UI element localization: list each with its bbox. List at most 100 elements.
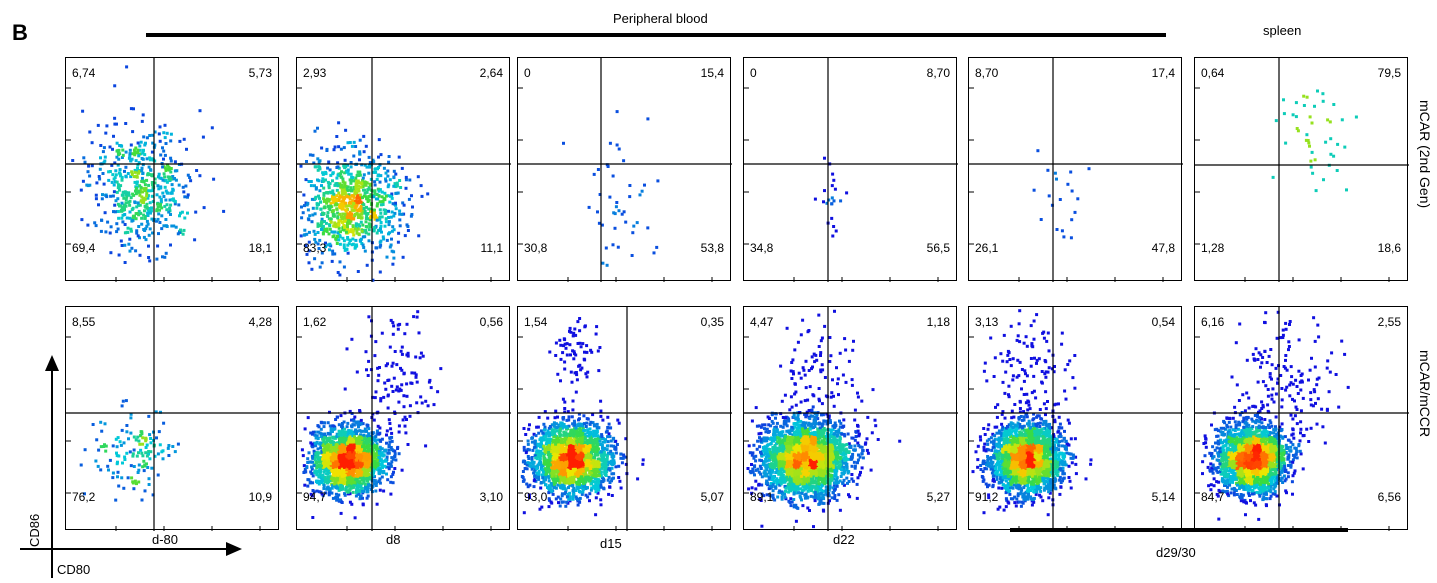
data-point [163, 185, 167, 189]
data-point [373, 189, 377, 193]
quadrant-value-top-left: 2,93 [303, 66, 327, 80]
data-point [337, 481, 341, 485]
data-point [337, 196, 341, 200]
data-point [308, 214, 312, 218]
scatter-points [562, 110, 660, 267]
data-point [135, 454, 139, 458]
data-point [313, 212, 317, 216]
data-point [386, 174, 390, 178]
data-point [369, 447, 373, 451]
data-point [406, 225, 410, 228]
data-point [177, 183, 181, 187]
data-point [351, 217, 355, 221]
data-point [364, 350, 368, 354]
data-point [616, 245, 620, 249]
data-point [389, 475, 393, 479]
data-point [360, 436, 364, 440]
data-point [114, 498, 118, 502]
data-point [164, 218, 168, 221]
data-point [348, 435, 352, 439]
data-point [362, 443, 366, 447]
data-point [337, 121, 341, 125]
data-point [324, 491, 328, 495]
quadrant-value-top-left: 8,70 [975, 66, 999, 80]
data-point [327, 453, 331, 457]
data-point [323, 480, 327, 484]
data-point [360, 181, 363, 185]
data-point [340, 464, 344, 468]
data-point [313, 129, 317, 133]
data-point [379, 153, 383, 157]
data-point [347, 463, 351, 467]
data-point [334, 202, 338, 206]
data-point [346, 451, 350, 455]
data-point [393, 350, 397, 353]
data-point [352, 140, 356, 144]
data-point [145, 191, 149, 195]
data-point [367, 198, 371, 202]
data-point [119, 184, 123, 188]
data-point [607, 492, 611, 496]
data-point [362, 188, 365, 192]
data-point [389, 215, 393, 219]
data-point [127, 242, 131, 246]
data-point [1313, 104, 1316, 108]
data-point [105, 195, 109, 199]
data-point [339, 483, 343, 487]
data-point [350, 425, 354, 429]
data-point [300, 205, 303, 209]
data-point [132, 448, 136, 452]
data-point [91, 423, 95, 426]
data-point [321, 461, 325, 465]
data-point [368, 194, 371, 198]
data-point [378, 488, 382, 492]
data-point [335, 434, 339, 438]
data-point [348, 451, 352, 455]
data-point [307, 180, 311, 183]
data-point [350, 459, 354, 463]
data-point [315, 489, 319, 493]
data-point [351, 438, 355, 441]
data-point [332, 482, 336, 486]
data-point [552, 422, 556, 426]
data-point [390, 456, 394, 460]
scatter-svg [969, 58, 1183, 282]
data-point [101, 193, 104, 197]
data-point [389, 243, 393, 247]
data-point [353, 191, 357, 195]
data-point [349, 443, 353, 447]
data-point [158, 195, 162, 199]
data-point [359, 220, 363, 224]
data-point [117, 454, 121, 458]
quadrant-value-bottom-right: 47,8 [1151, 241, 1175, 255]
data-point [646, 226, 650, 230]
data-point [638, 193, 642, 197]
data-point [336, 473, 340, 477]
panel-letter: B [12, 20, 28, 45]
data-point [103, 422, 107, 426]
data-point [1302, 104, 1306, 107]
data-point [360, 461, 364, 465]
data-point [567, 415, 571, 419]
data-point [363, 191, 367, 195]
data-point [342, 438, 346, 442]
data-point [380, 190, 384, 194]
data-point [143, 463, 147, 467]
data-point [395, 191, 399, 195]
data-point [325, 477, 329, 481]
data-point [140, 166, 144, 170]
data-point [368, 476, 372, 480]
data-point [380, 447, 384, 451]
data-point [148, 201, 152, 205]
data-point [71, 159, 75, 162]
data-point [144, 451, 148, 455]
data-point [333, 470, 337, 474]
data-point [550, 457, 554, 461]
data-point [316, 126, 319, 130]
flow-plot-mcar-2nd-gen-3: 0 8,70 34,8 56,5 [743, 57, 958, 282]
data-point [137, 225, 141, 228]
data-point [352, 233, 356, 237]
data-point [120, 201, 124, 205]
data-point [319, 446, 322, 450]
data-point [345, 347, 349, 351]
